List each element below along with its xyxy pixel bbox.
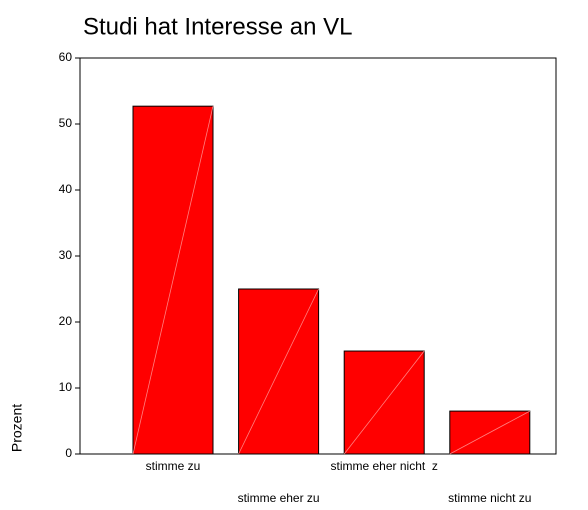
bar-shade-line (238, 288, 319, 455)
bar-shade-line (343, 350, 425, 455)
x-tick-label: stimme eher nicht z (331, 459, 438, 473)
y-axis-label: Prozent (9, 404, 25, 452)
y-tick-label: 30 (59, 248, 73, 262)
y-tick-label: 60 (59, 50, 73, 64)
x-tick-label: stimme zu (146, 459, 201, 473)
bar-shade-line (132, 106, 214, 455)
y-tick-label: 50 (59, 116, 73, 130)
x-tick-label: stimme eher zu (238, 491, 320, 505)
y-tick-label: 0 (65, 446, 72, 460)
x-tick-label: stimme nicht zu (448, 491, 531, 505)
y-tick-label: 20 (59, 314, 73, 328)
chart-title: Studi hat Interesse an VL (83, 13, 353, 40)
y-tick-label: 40 (59, 182, 73, 196)
y-tick-label: 10 (59, 380, 73, 394)
bar-shade-line (449, 410, 530, 455)
